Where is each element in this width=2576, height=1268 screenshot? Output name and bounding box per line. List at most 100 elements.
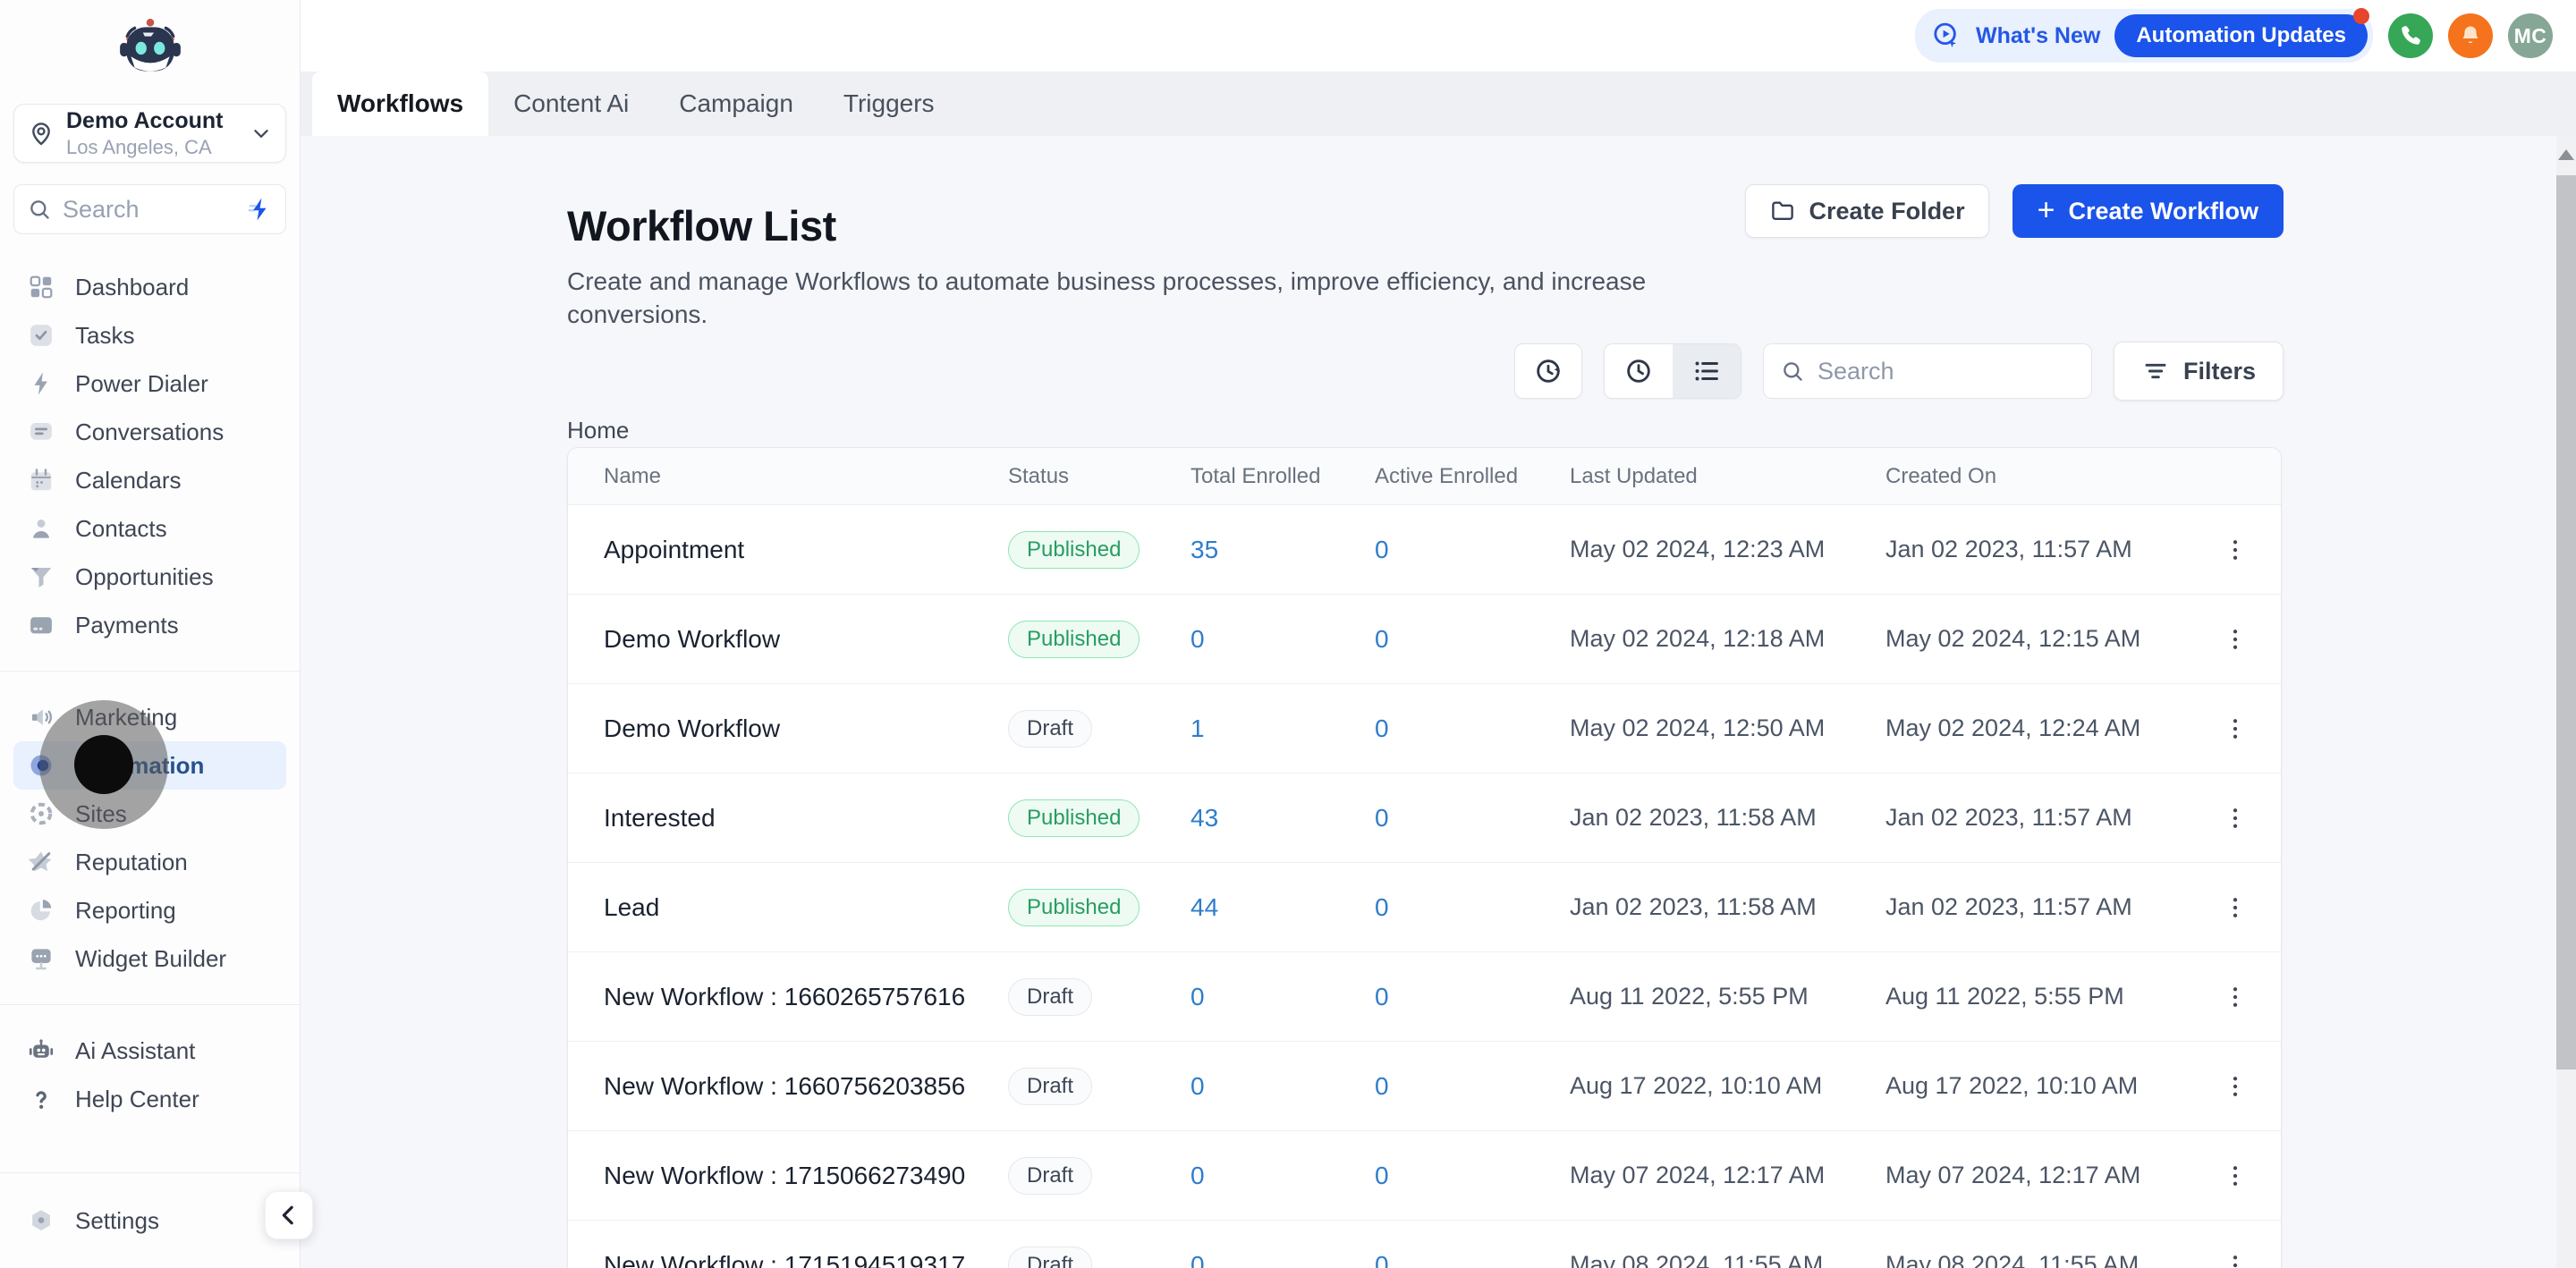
active-enrolled-link[interactable]: 0 <box>1375 535 1389 563</box>
kebab-icon <box>2222 1252 2249 1268</box>
tab-campaign[interactable]: Campaign <box>679 89 793 117</box>
row-menu-button[interactable] <box>2215 1066 2256 1107</box>
row-menu-button[interactable] <box>2215 976 2256 1018</box>
search-icon <box>27 197 52 222</box>
sidebar-search-input[interactable] <box>61 194 237 224</box>
bell-icon <box>2462 26 2479 44</box>
filters-button[interactable]: Filters <box>2113 342 2284 401</box>
automation-updates-badge[interactable]: Automation Updates <box>2114 8 2369 57</box>
active-enrolled-link[interactable]: 0 <box>1375 892 1389 921</box>
contacts-icon <box>27 514 55 543</box>
status-cell: Draft <box>1008 977 1191 1016</box>
sidebar-item-help-center[interactable]: Help Center <box>0 1075 300 1123</box>
row-menu-button[interactable] <box>2215 708 2256 749</box>
row-menu-button[interactable] <box>2215 529 2256 571</box>
sidebar-nav-primary: Dashboard Tasks Power Dialer Conversations C… <box>0 263 300 649</box>
sidebar-bottom: Settings <box>0 1172 300 1268</box>
workflow-name[interactable]: Lead <box>604 892 660 921</box>
sidebar-item-settings[interactable]: Settings <box>0 1196 300 1245</box>
total-enrolled-link[interactable]: 0 <box>1191 624 1205 653</box>
active-enrolled-link[interactable]: 0 <box>1375 714 1389 742</box>
workflow-search-input[interactable] <box>1815 356 2075 386</box>
create-workflow-button[interactable]: + Create Workflow <box>2012 184 2284 238</box>
active-enrolled-link[interactable]: 0 <box>1375 803 1389 832</box>
total-enrolled-link[interactable]: 0 <box>1191 1250 1205 1268</box>
workflow-name[interactable]: Demo Workflow <box>604 624 781 653</box>
row-menu-button[interactable] <box>2215 619 2256 660</box>
kebab-icon <box>2222 537 2249 563</box>
sidebar-item-label: Tasks <box>75 321 135 349</box>
total-enrolled-link[interactable]: 1 <box>1191 714 1205 742</box>
status-badge: Draft <box>1008 977 1093 1016</box>
kebab-icon <box>2222 626 2249 653</box>
sidebar-item-calendars[interactable]: Calendars <box>0 456 300 504</box>
sidebar-item-automation[interactable]: Automation <box>13 741 286 790</box>
version-history-button[interactable] <box>1513 343 1582 399</box>
sidebar-item-label: Ai Assistant <box>75 1036 196 1064</box>
sidebar-item-reporting[interactable]: Reporting <box>0 886 300 934</box>
last-updated: May 02 2024, 12:18 AM <box>1570 625 1826 652</box>
row-menu-button[interactable] <box>2215 798 2256 839</box>
dialer-button[interactable] <box>2388 13 2433 58</box>
whats-new-button[interactable]: What's New Automation Updates <box>1915 8 2373 63</box>
total-enrolled-link[interactable]: 44 <box>1191 892 1219 921</box>
row-menu-button[interactable] <box>2215 1155 2256 1196</box>
sidebar-item-reputation[interactable]: Reputation <box>0 838 300 886</box>
workflow-name[interactable]: New Workflow : 1715066273490 <box>604 1161 966 1189</box>
total-enrolled-link[interactable]: 0 <box>1191 1161 1205 1189</box>
row-menu-button[interactable] <box>2215 887 2256 928</box>
sidebar-item-payments[interactable]: Payments <box>0 601 300 649</box>
total-enrolled-link[interactable]: 35 <box>1191 535 1219 563</box>
workflow-name[interactable]: New Workflow : 1660756203856 <box>604 1071 966 1100</box>
workflow-name[interactable]: Interested <box>604 803 716 832</box>
total-enrolled-link[interactable]: 43 <box>1191 803 1219 832</box>
account-switcher[interactable]: Demo Account Los Angeles, CA <box>13 104 286 163</box>
whats-new-label: What's New <box>1976 22 2101 48</box>
last-updated: Aug 17 2022, 10:10 AM <box>1570 1072 1823 1099</box>
create-folder-button[interactable]: Create Folder <box>1744 184 1989 238</box>
active-enrolled-link[interactable]: 0 <box>1375 1071 1389 1100</box>
row-menu-button[interactable] <box>2215 1245 2256 1268</box>
tab-content-ai[interactable]: Content Ai <box>513 89 630 117</box>
sidebar-nav-secondary: Marketing Automation Sites Reputation Report… <box>0 693 300 983</box>
active-enrolled-link[interactable]: 0 <box>1375 982 1389 1010</box>
sidebar-collapse-button[interactable] <box>265 1191 313 1239</box>
sidebar-item-label: Widget Builder <box>75 944 227 972</box>
workflow-name[interactable]: Demo Workflow <box>604 714 781 742</box>
breadcrumb[interactable]: Home <box>567 417 630 444</box>
sidebar-item-opportunities[interactable]: Opportunities <box>0 553 300 601</box>
active-enrolled-link[interactable]: 0 <box>1375 1250 1389 1268</box>
sidebar-item-power-dialer[interactable]: Power Dialer <box>0 359 300 408</box>
list-view-segment[interactable] <box>1672 344 1741 398</box>
total-enrolled-link[interactable]: 0 <box>1191 982 1205 1010</box>
sidebar-item-ai-assistant[interactable]: Ai Assistant <box>0 1027 300 1075</box>
sidebar-item-marketing[interactable]: Marketing <box>0 693 300 741</box>
kebab-icon <box>2222 715 2249 742</box>
tab-workflows[interactable]: Workflows <box>312 72 489 136</box>
status-cell: Draft <box>1008 1246 1191 1268</box>
scrollbar-up-arrow[interactable] <box>2558 149 2574 160</box>
notifications-button[interactable] <box>2448 13 2493 58</box>
sidebar-item-sites[interactable]: Sites <box>0 790 300 838</box>
total-enrolled-link[interactable]: 0 <box>1191 1071 1205 1100</box>
sidebar-item-widget-builder[interactable]: Widget Builder <box>0 934 300 983</box>
active-enrolled-link[interactable]: 0 <box>1375 624 1389 653</box>
chevron-left-icon <box>282 1205 293 1225</box>
active-enrolled-link[interactable]: 0 <box>1375 1161 1389 1189</box>
status-badge: Draft <box>1008 1246 1093 1268</box>
create-folder-label: Create Folder <box>1809 197 1965 224</box>
recent-view-segment[interactable] <box>1605 344 1673 398</box>
sidebar-item-dashboard[interactable]: Dashboard <box>0 263 300 311</box>
workflow-name[interactable]: New Workflow : 1660265757616 <box>604 982 966 1010</box>
sidebar-item-contacts[interactable]: Contacts <box>0 504 300 553</box>
scrollbar-thumb[interactable] <box>2556 175 2576 1069</box>
ai-assistant-icon <box>27 1036 55 1065</box>
tab-triggers[interactable]: Triggers <box>843 89 935 117</box>
table-body: Appointment Published 35 0 May 02 2024, 12:2… <box>568 505 2281 1268</box>
workflow-name[interactable]: New Workflow : 1715194519317 <box>604 1250 966 1268</box>
sidebar-item-tasks[interactable]: Tasks <box>0 311 300 359</box>
sidebar-item-conversations[interactable]: Conversations <box>0 408 300 456</box>
user-avatar[interactable]: MC <box>2508 13 2553 58</box>
workflow-name[interactable]: Appointment <box>604 535 745 563</box>
